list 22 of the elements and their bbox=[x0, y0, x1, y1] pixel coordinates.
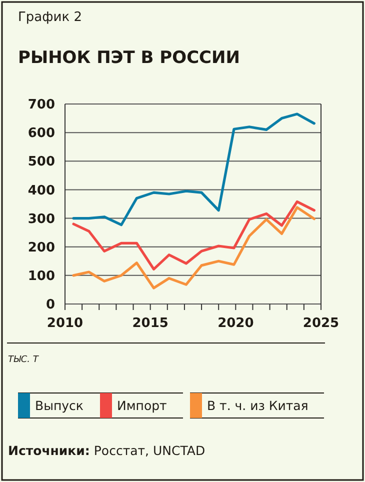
chart-subtitle: График 2 bbox=[18, 10, 82, 25]
line-series bbox=[72, 206, 316, 290]
line-series bbox=[72, 112, 316, 226]
legend-label: Импорт bbox=[117, 398, 167, 413]
y-tick-label: 100 bbox=[28, 268, 55, 284]
y-tick-label: 400 bbox=[28, 183, 55, 198]
y-axis-title: ТЫС. Т bbox=[8, 355, 40, 365]
y-tick-label: 200 bbox=[28, 240, 55, 256]
y-tick-label: 500 bbox=[28, 154, 55, 170]
chart-title: РЫНОК ПЭТ В РОССИИ bbox=[18, 48, 240, 68]
x-tick-label: 2020 bbox=[218, 316, 254, 331]
legend-label: В т. ч. из Китая bbox=[207, 398, 308, 413]
y-tick-label: 600 bbox=[28, 126, 55, 142]
y-tick-label: 700 bbox=[28, 98, 55, 113]
y-tick-label: 0 bbox=[46, 298, 55, 313]
legend-label: Выпуск bbox=[35, 398, 84, 413]
x-tick-label: 2010 bbox=[46, 316, 84, 331]
line-series bbox=[72, 200, 316, 270]
text: Источники: Росстат, UNCTAD bbox=[8, 443, 206, 458]
y-tick-label: 300 bbox=[28, 212, 55, 227]
x-tick-label: 2015 bbox=[132, 316, 168, 331]
x-tick-label: 2025 bbox=[302, 316, 340, 331]
